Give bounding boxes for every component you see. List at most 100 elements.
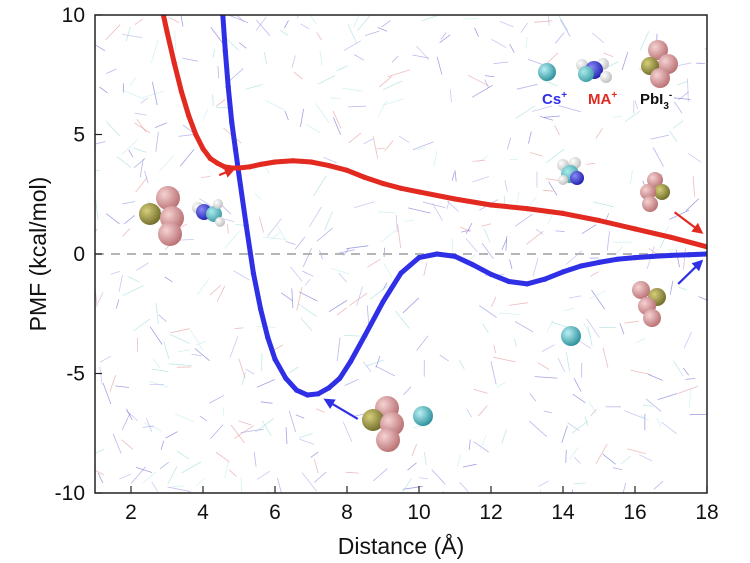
bg-stick	[457, 454, 462, 467]
bg-stick	[366, 359, 384, 367]
bg-stick	[209, 284, 222, 296]
bg-stick	[678, 385, 698, 394]
bg-stick	[433, 150, 438, 167]
series-ma-point	[222, 164, 228, 170]
bg-stick	[373, 468, 388, 482]
bg-stick	[254, 193, 262, 200]
series-cs-point	[686, 252, 692, 258]
bg-stick	[627, 448, 646, 455]
bg-stick	[478, 405, 488, 417]
bg-stick	[547, 15, 550, 26]
bg-stick	[382, 80, 403, 91]
bg-stick	[346, 245, 369, 250]
x-axis-label: Distance (Å)	[338, 532, 465, 559]
bg-stick	[673, 360, 684, 376]
bg-stick	[228, 469, 237, 477]
series-ma-point	[193, 131, 199, 138]
series-ma-point	[668, 234, 674, 240]
pmf-curves	[160, 15, 707, 398]
series-cs-point	[398, 270, 404, 276]
series-cs-point	[578, 263, 584, 269]
bg-stick	[505, 236, 508, 251]
series-cs-point	[650, 253, 656, 259]
bg-stick	[255, 16, 267, 32]
series-cs-point	[250, 270, 256, 276]
bg-stick	[212, 49, 215, 58]
bg-stick	[653, 96, 660, 104]
bg-stick	[565, 352, 571, 372]
series-cs-line	[220, 15, 707, 398]
bg-stick	[277, 477, 282, 493]
bg-stick	[378, 76, 392, 88]
bg-stick	[657, 393, 678, 400]
bg-stick	[473, 441, 489, 453]
bg-stick	[298, 291, 318, 302]
bg-stick	[144, 170, 149, 184]
bg-stick	[639, 31, 650, 51]
bg-stick	[142, 425, 155, 428]
bg-stick	[284, 20, 289, 29]
bg-stick	[484, 75, 495, 78]
cs-end-arrow	[677, 259, 704, 285]
bg-stick	[403, 386, 412, 396]
bg-stick	[407, 462, 417, 471]
bg-stick	[620, 455, 632, 465]
bg-stick	[105, 24, 121, 41]
bg-stick	[395, 310, 410, 329]
bg-stick	[635, 338, 646, 344]
bg-stick	[372, 135, 379, 159]
series-cs-point	[229, 120, 235, 126]
bg-stick	[509, 44, 515, 53]
bg-stick	[509, 259, 513, 270]
bg-stick	[377, 27, 388, 32]
bg-stick	[158, 155, 174, 172]
bg-stick	[179, 149, 195, 167]
bg-stick	[155, 302, 159, 324]
y-tick-label: 5	[73, 124, 85, 147]
molecule-cs-ion-free	[561, 326, 581, 346]
bg-stick	[516, 83, 538, 90]
series-ma-point	[258, 161, 264, 167]
y-tick-label: 10	[62, 4, 85, 27]
bg-stick	[543, 115, 561, 118]
bg-stick	[273, 344, 284, 351]
bg-stick	[256, 470, 271, 480]
x-tick-label: 6	[269, 501, 281, 524]
series-cs-point	[434, 251, 440, 257]
bg-stick	[669, 280, 674, 295]
bg-stick	[195, 340, 207, 346]
series-ma-point	[416, 189, 422, 195]
bg-stick	[318, 75, 336, 85]
bg-stick	[652, 147, 664, 167]
bg-stick	[134, 122, 151, 134]
bg-stick	[284, 110, 289, 121]
bg-stick	[135, 177, 148, 193]
bg-stick	[349, 292, 368, 306]
bg-stick	[194, 348, 210, 362]
bg-stick	[381, 20, 391, 28]
bg-stick	[471, 84, 493, 98]
bg-stick	[682, 367, 690, 376]
bg-stick	[459, 481, 469, 492]
bg-stick	[377, 100, 388, 117]
bg-stick	[127, 276, 140, 283]
bg-stick	[588, 400, 597, 414]
molecule-cs-ion-legend	[538, 63, 556, 81]
bg-stick	[264, 51, 267, 65]
bg-stick	[217, 65, 220, 79]
bg-stick	[364, 30, 380, 36]
bg-stick	[267, 218, 282, 237]
bg-stick	[121, 34, 143, 38]
bg-stick	[543, 410, 552, 414]
bg-stick	[134, 112, 147, 116]
bg-stick	[612, 467, 623, 470]
bg-stick	[145, 417, 153, 432]
bg-stick	[225, 37, 240, 51]
bg-stick	[622, 482, 627, 493]
bg-stick	[315, 408, 325, 413]
x-tick-label: 14	[551, 501, 575, 524]
bg-stick	[280, 292, 293, 302]
bg-stick	[330, 267, 350, 275]
bg-stick	[473, 388, 488, 394]
bg-stick	[462, 463, 477, 468]
